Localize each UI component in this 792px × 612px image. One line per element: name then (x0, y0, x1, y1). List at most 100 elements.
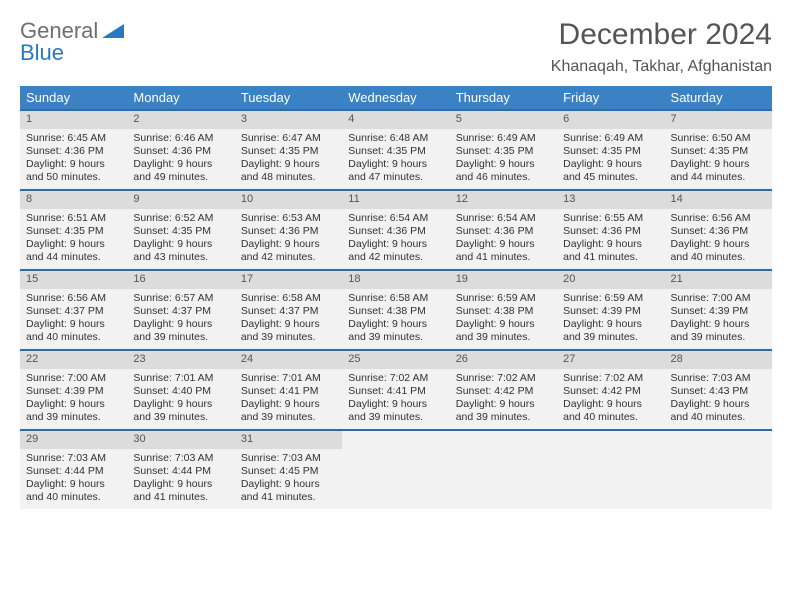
day-body: Sunrise: 7:01 AMSunset: 4:41 PMDaylight:… (235, 369, 342, 429)
day-cell: 12Sunrise: 6:54 AMSunset: 4:36 PMDayligh… (450, 191, 557, 269)
day-number: 10 (235, 191, 342, 209)
day-cell: 24Sunrise: 7:01 AMSunset: 4:41 PMDayligh… (235, 351, 342, 429)
sunset-text: Sunset: 4:39 PM (26, 385, 121, 398)
sunset-text: Sunset: 4:42 PM (456, 385, 551, 398)
day-cell: 15Sunrise: 6:56 AMSunset: 4:37 PMDayligh… (20, 271, 127, 349)
day-cell: 20Sunrise: 6:59 AMSunset: 4:39 PMDayligh… (557, 271, 664, 349)
weekday-header: Monday (127, 86, 234, 109)
sunrise-text: Sunrise: 7:03 AM (241, 452, 336, 465)
sunrise-text: Sunrise: 6:51 AM (26, 212, 121, 225)
day-cell (665, 431, 772, 509)
sunset-text: Sunset: 4:43 PM (671, 385, 766, 398)
day-cell: 19Sunrise: 6:59 AMSunset: 4:38 PMDayligh… (450, 271, 557, 349)
day-body: Sunrise: 6:45 AMSunset: 4:36 PMDaylight:… (20, 129, 127, 189)
calendar: SundayMondayTuesdayWednesdayThursdayFrid… (20, 86, 772, 509)
day-number: 2 (127, 111, 234, 129)
day-body: Sunrise: 6:49 AMSunset: 4:35 PMDaylight:… (450, 129, 557, 189)
day-number: 1 (20, 111, 127, 129)
day-body: Sunrise: 6:55 AMSunset: 4:36 PMDaylight:… (557, 209, 664, 269)
week-row: 1Sunrise: 6:45 AMSunset: 4:36 PMDaylight… (20, 109, 772, 189)
sunrise-text: Sunrise: 7:03 AM (671, 372, 766, 385)
sunset-text: Sunset: 4:39 PM (671, 305, 766, 318)
sunrise-text: Sunrise: 7:00 AM (26, 372, 121, 385)
day-body: Sunrise: 7:02 AMSunset: 4:42 PMDaylight:… (557, 369, 664, 429)
sunrise-text: Sunrise: 6:55 AM (563, 212, 658, 225)
weekday-header: Sunday (20, 86, 127, 109)
day-body: Sunrise: 6:57 AMSunset: 4:37 PMDaylight:… (127, 289, 234, 349)
daylight-text: Daylight: 9 hours and 40 minutes. (671, 398, 766, 424)
day-number: 20 (557, 271, 664, 289)
sunset-text: Sunset: 4:36 PM (348, 225, 443, 238)
day-body: Sunrise: 7:00 AMSunset: 4:39 PMDaylight:… (20, 369, 127, 429)
daylight-text: Daylight: 9 hours and 44 minutes. (26, 238, 121, 264)
weekday-header: Wednesday (342, 86, 449, 109)
sunset-text: Sunset: 4:36 PM (671, 225, 766, 238)
sunset-text: Sunset: 4:41 PM (241, 385, 336, 398)
day-number: 5 (450, 111, 557, 129)
daylight-text: Daylight: 9 hours and 50 minutes. (26, 158, 121, 184)
daylight-text: Daylight: 9 hours and 49 minutes. (133, 158, 228, 184)
day-cell: 13Sunrise: 6:55 AMSunset: 4:36 PMDayligh… (557, 191, 664, 269)
day-number: 21 (665, 271, 772, 289)
day-cell (450, 431, 557, 509)
day-number: 9 (127, 191, 234, 209)
sunset-text: Sunset: 4:37 PM (26, 305, 121, 318)
daylight-text: Daylight: 9 hours and 39 minutes. (456, 398, 551, 424)
day-number: 14 (665, 191, 772, 209)
day-cell: 14Sunrise: 6:56 AMSunset: 4:36 PMDayligh… (665, 191, 772, 269)
sunset-text: Sunset: 4:35 PM (563, 145, 658, 158)
weekday-header: Tuesday (235, 86, 342, 109)
sunset-text: Sunset: 4:42 PM (563, 385, 658, 398)
day-number: 25 (342, 351, 449, 369)
brand-logo: General Blue (20, 18, 124, 64)
sunrise-text: Sunrise: 7:03 AM (26, 452, 121, 465)
sunrise-text: Sunrise: 7:00 AM (671, 292, 766, 305)
daylight-text: Daylight: 9 hours and 41 minutes. (241, 478, 336, 504)
day-number: 31 (235, 431, 342, 449)
sunset-text: Sunset: 4:35 PM (456, 145, 551, 158)
day-cell: 27Sunrise: 7:02 AMSunset: 4:42 PMDayligh… (557, 351, 664, 429)
day-body: Sunrise: 6:47 AMSunset: 4:35 PMDaylight:… (235, 129, 342, 189)
sunset-text: Sunset: 4:35 PM (671, 145, 766, 158)
day-body: Sunrise: 6:50 AMSunset: 4:35 PMDaylight:… (665, 129, 772, 189)
sunrise-text: Sunrise: 6:53 AM (241, 212, 336, 225)
daylight-text: Daylight: 9 hours and 39 minutes. (26, 398, 121, 424)
weekday-header: Thursday (450, 86, 557, 109)
day-number: 22 (20, 351, 127, 369)
day-body: Sunrise: 6:56 AMSunset: 4:37 PMDaylight:… (20, 289, 127, 349)
sunset-text: Sunset: 4:36 PM (241, 225, 336, 238)
daylight-text: Daylight: 9 hours and 41 minutes. (456, 238, 551, 264)
brand-text: General Blue (20, 18, 124, 64)
sunset-text: Sunset: 4:35 PM (133, 225, 228, 238)
day-number: 6 (557, 111, 664, 129)
daylight-text: Daylight: 9 hours and 39 minutes. (563, 318, 658, 344)
day-number: 19 (450, 271, 557, 289)
day-body: Sunrise: 6:48 AMSunset: 4:35 PMDaylight:… (342, 129, 449, 189)
day-number: 16 (127, 271, 234, 289)
sunrise-text: Sunrise: 6:57 AM (133, 292, 228, 305)
day-body: Sunrise: 6:51 AMSunset: 4:35 PMDaylight:… (20, 209, 127, 269)
sunrise-text: Sunrise: 6:49 AM (563, 132, 658, 145)
day-body: Sunrise: 6:54 AMSunset: 4:36 PMDaylight:… (450, 209, 557, 269)
sunset-text: Sunset: 4:37 PM (241, 305, 336, 318)
day-cell: 5Sunrise: 6:49 AMSunset: 4:35 PMDaylight… (450, 111, 557, 189)
sunrise-text: Sunrise: 7:02 AM (563, 372, 658, 385)
day-body: Sunrise: 6:59 AMSunset: 4:39 PMDaylight:… (557, 289, 664, 349)
sunrise-text: Sunrise: 6:54 AM (456, 212, 551, 225)
brand-part2: Blue (20, 40, 64, 65)
day-cell: 22Sunrise: 7:00 AMSunset: 4:39 PMDayligh… (20, 351, 127, 429)
day-number: 27 (557, 351, 664, 369)
sunrise-text: Sunrise: 7:01 AM (241, 372, 336, 385)
day-cell: 23Sunrise: 7:01 AMSunset: 4:40 PMDayligh… (127, 351, 234, 429)
sunset-text: Sunset: 4:35 PM (26, 225, 121, 238)
sunset-text: Sunset: 4:37 PM (133, 305, 228, 318)
day-cell: 9Sunrise: 6:52 AMSunset: 4:35 PMDaylight… (127, 191, 234, 269)
day-body: Sunrise: 6:58 AMSunset: 4:37 PMDaylight:… (235, 289, 342, 349)
daylight-text: Daylight: 9 hours and 42 minutes. (241, 238, 336, 264)
day-body: Sunrise: 7:03 AMSunset: 4:44 PMDaylight:… (20, 449, 127, 509)
sunrise-text: Sunrise: 7:02 AM (348, 372, 443, 385)
day-number: 28 (665, 351, 772, 369)
daylight-text: Daylight: 9 hours and 41 minutes. (133, 478, 228, 504)
day-number: 23 (127, 351, 234, 369)
day-number: 30 (127, 431, 234, 449)
